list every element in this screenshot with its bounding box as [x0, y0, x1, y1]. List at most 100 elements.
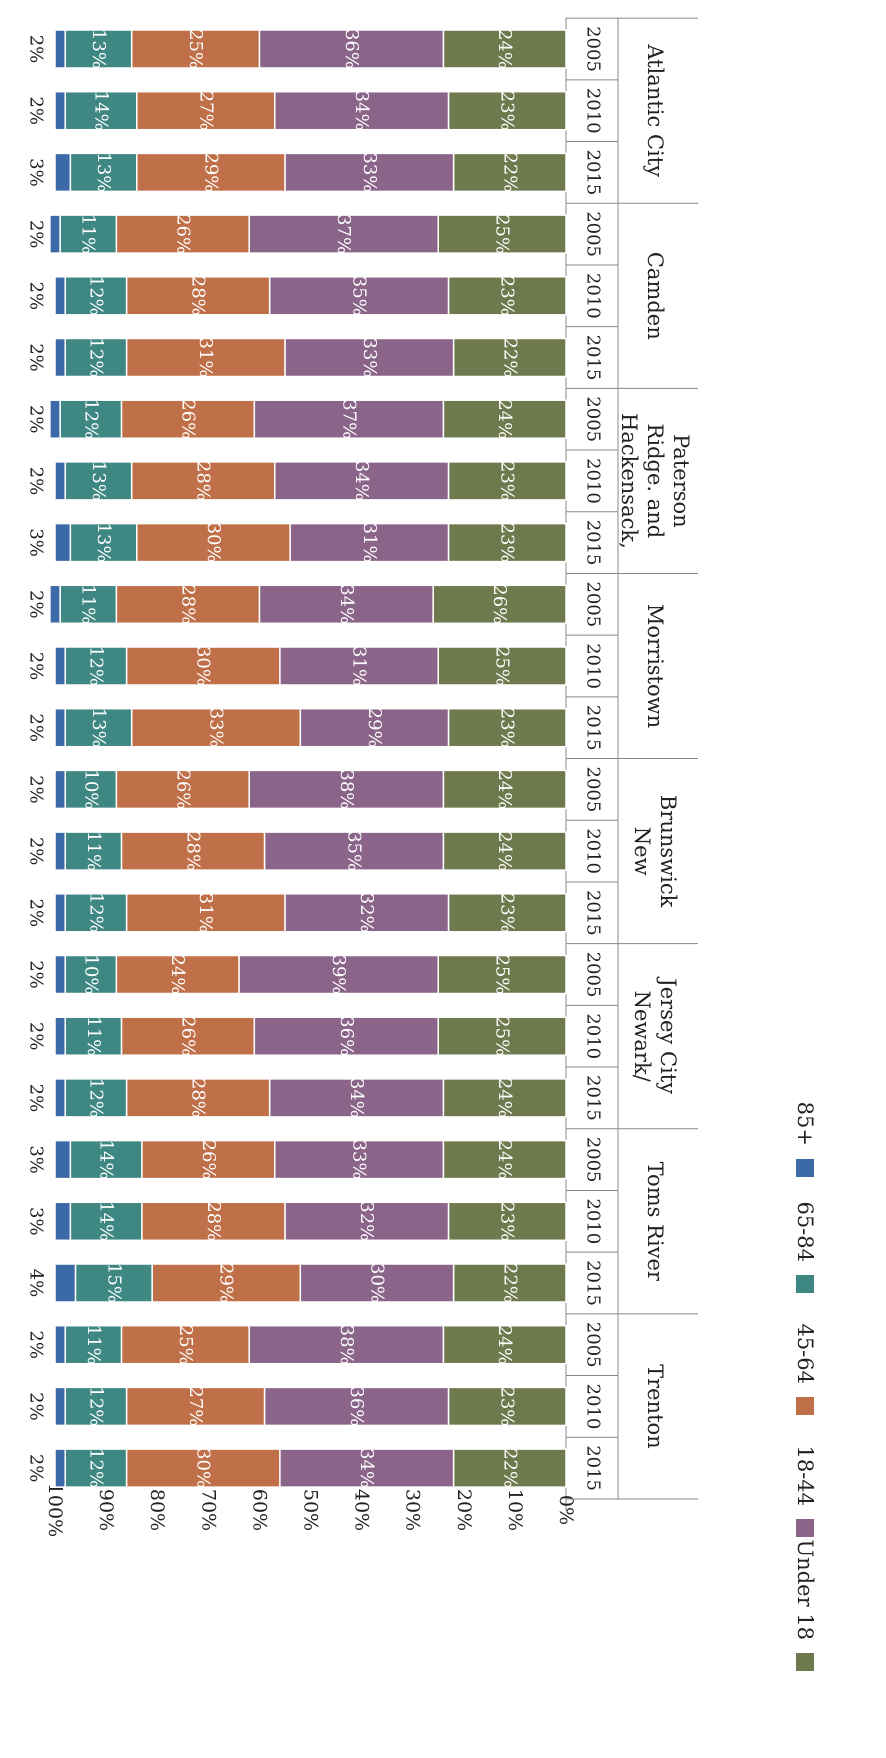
- data-label: 12%: [80, 399, 101, 439]
- bar-segment: [54, 954, 66, 995]
- bar-segment: [253, 399, 445, 439]
- value-tick-label: 90%: [95, 1489, 117, 1531]
- data-label: 23%: [497, 276, 518, 316]
- data-label: 33%: [359, 337, 380, 377]
- group-label: Trenton: [643, 1364, 667, 1449]
- bar-segment: [64, 337, 128, 378]
- data-label: 30%: [366, 1263, 387, 1303]
- data-label: 2%: [26, 35, 47, 64]
- bar-segment: [54, 337, 66, 378]
- year-label: 2005: [583, 766, 604, 812]
- data-label: 26%: [177, 399, 198, 439]
- value-axis: 0% 10% 20% 30% 40% 50% 60% 70% 80% 90% 100%: [44, 18, 577, 1537]
- data-label: 14%: [96, 1201, 117, 1241]
- bar-segment: [284, 152, 455, 193]
- group-label: New: [630, 827, 654, 876]
- data-label: 12%: [85, 1448, 106, 1488]
- data-label: 24%: [494, 769, 515, 809]
- data-label: 33%: [359, 152, 380, 192]
- bar-segment: [64, 707, 133, 748]
- year-label: 2005: [583, 952, 604, 998]
- bar-segment: [54, 1263, 77, 1303]
- data-label: 34%: [356, 1448, 377, 1488]
- bar-segment: [273, 90, 450, 131]
- bar-segment: [447, 90, 567, 131]
- year-label: 2010: [583, 1198, 604, 1244]
- bar-segment: [136, 152, 286, 193]
- data-label: 3%: [26, 1207, 47, 1236]
- value-tick-label: 40%: [351, 1489, 373, 1531]
- data-label: 12%: [85, 893, 106, 933]
- data-label: 2%: [26, 1084, 47, 1113]
- data-label: 39%: [328, 954, 349, 994]
- data-label: 31%: [349, 646, 370, 686]
- year-label: 2010: [583, 643, 604, 689]
- data-label: 29%: [364, 708, 385, 748]
- group-label: Newark/: [630, 991, 654, 1083]
- data-label: 2%: [26, 1392, 47, 1421]
- data-label: 25%: [175, 1325, 196, 1365]
- data-label: 26%: [198, 1140, 219, 1180]
- data-label: 25%: [492, 1016, 513, 1056]
- bar-segment: [125, 1448, 281, 1488]
- year-label: 2015: [583, 890, 604, 936]
- data-label: 28%: [188, 276, 209, 316]
- data-label: 11%: [78, 584, 99, 624]
- value-tick-label: 30%: [402, 1489, 424, 1531]
- data-label: 24%: [494, 1140, 515, 1180]
- bar-segment: [258, 29, 445, 69]
- bar-segment: [54, 646, 66, 686]
- group-label: Ridge. and: [643, 424, 667, 539]
- bar-segment: [442, 1139, 567, 1180]
- data-label: 2%: [26, 1022, 47, 1051]
- data-label: 2%: [26, 1330, 47, 1359]
- data-label: 36%: [341, 29, 362, 69]
- bar-segment: [59, 399, 123, 439]
- value-tick-label: 50%: [300, 1489, 322, 1531]
- data-label: 2%: [26, 899, 47, 928]
- data-label: 29%: [216, 1263, 237, 1303]
- bar-segment: [54, 1448, 66, 1488]
- data-label: 24%: [494, 29, 515, 69]
- bar-group: 24% 33% 26% 14% 3% 2005 23% 32% 28% 14% 3% 2010 22% 3…: [26, 1137, 604, 1306]
- bar-segment: [299, 707, 450, 748]
- group-label: Hackensack,: [617, 413, 641, 549]
- bar-segment: [115, 954, 240, 995]
- data-label: 2%: [26, 96, 47, 125]
- data-label: 2%: [26, 1454, 47, 1483]
- data-label: 13%: [93, 523, 114, 563]
- year-label: 2015: [583, 705, 604, 751]
- data-label: 13%: [88, 29, 109, 69]
- bar-segment: [120, 399, 256, 439]
- bar-segment: [442, 769, 567, 810]
- bar-segment: [54, 1078, 66, 1118]
- bar-segment: [130, 707, 302, 748]
- data-label: 36%: [336, 1016, 357, 1056]
- bar-segment: [268, 1078, 445, 1118]
- data-label: 4%: [26, 1269, 47, 1298]
- bar-segment: [115, 214, 250, 254]
- legend-label: 45-64: [793, 1323, 817, 1384]
- data-label: 3%: [26, 528, 47, 557]
- bar-segment: [64, 954, 118, 995]
- bar-segment: [64, 276, 128, 316]
- data-label: 25%: [185, 29, 206, 69]
- data-label: 31%: [195, 337, 216, 377]
- data-label: 35%: [349, 276, 370, 316]
- year-label: 2005: [583, 26, 604, 72]
- data-label: 26%: [177, 1016, 198, 1056]
- bar-segment: [279, 1448, 455, 1488]
- data-label: 2%: [26, 282, 47, 311]
- data-label: 34%: [346, 1078, 367, 1118]
- bar-segment: [125, 337, 286, 378]
- data-label: 23%: [497, 708, 518, 748]
- data-label: 12%: [85, 337, 106, 377]
- value-tick-label: 80%: [146, 1489, 168, 1531]
- legend-swatch: [796, 1519, 814, 1537]
- group-label: Atlantic City: [643, 43, 667, 177]
- bar-segment: [54, 1016, 66, 1056]
- data-label: 27%: [185, 1386, 206, 1426]
- bar-segment: [54, 29, 66, 69]
- bar-group: 24% 38% 26% 10% 2% 2005 24% 35% 28% 11% 2% 2010 23% 3…: [26, 766, 604, 935]
- data-label: 2%: [26, 343, 47, 372]
